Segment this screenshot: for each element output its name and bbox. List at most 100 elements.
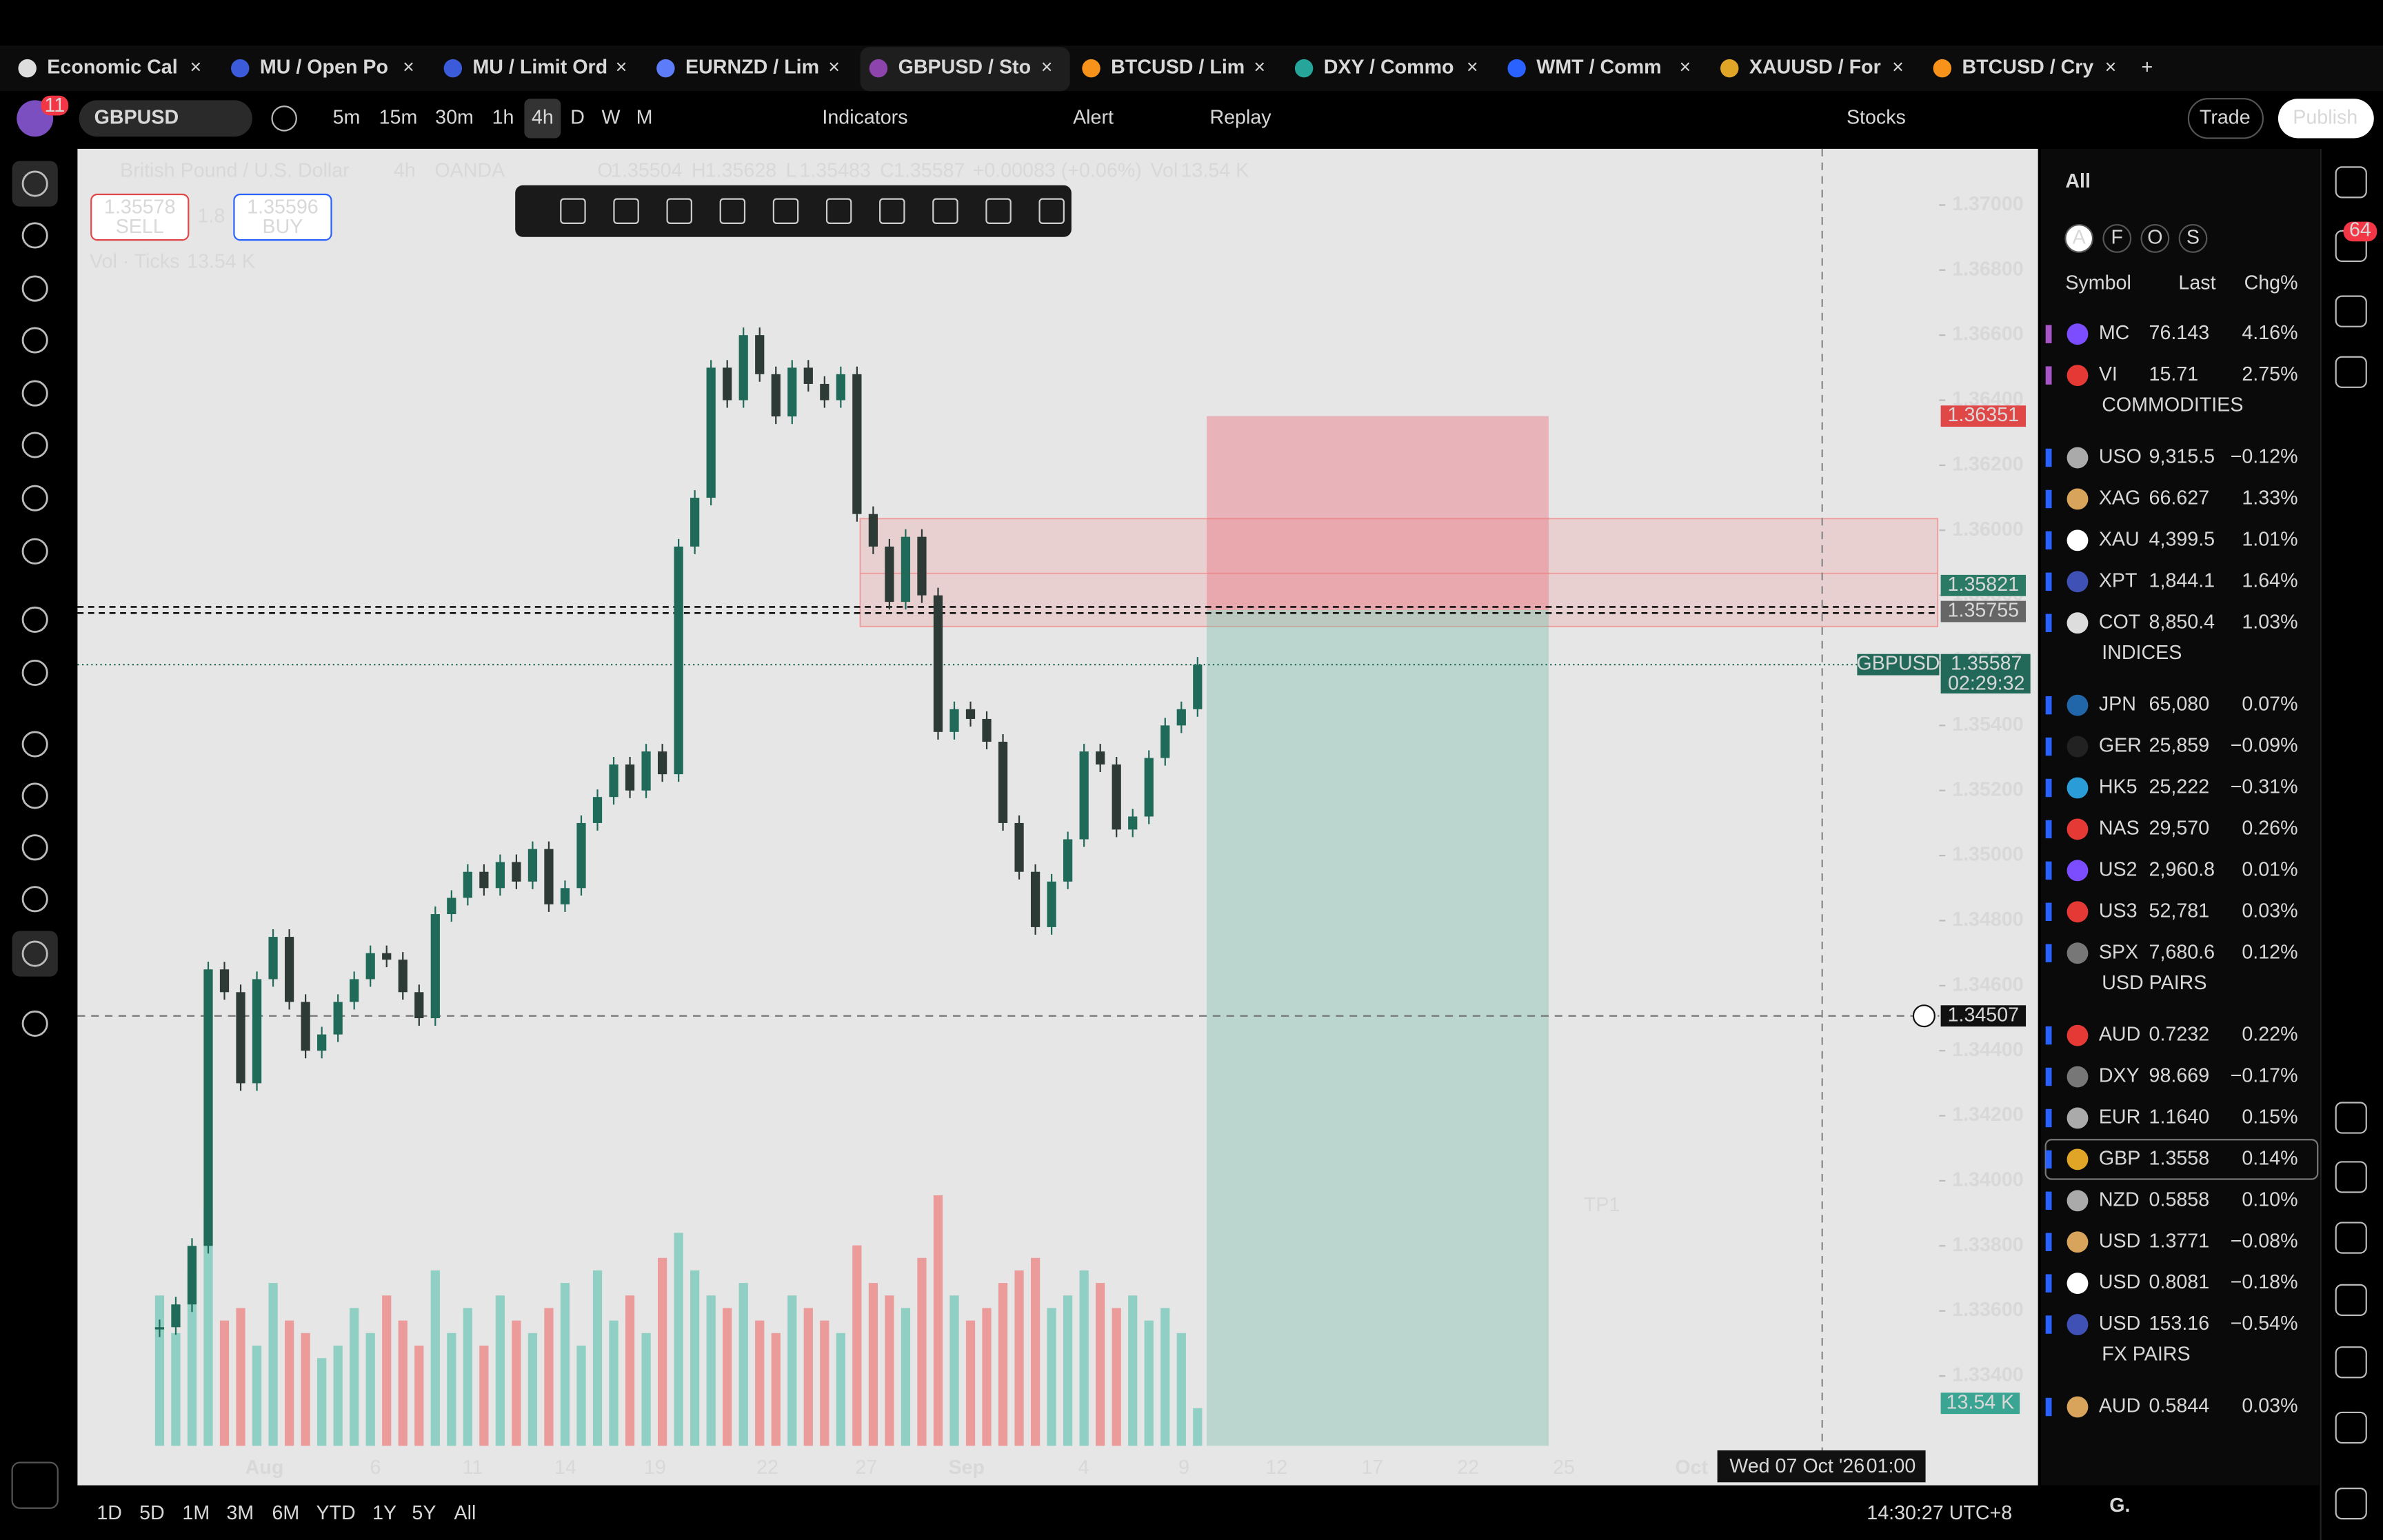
- row-change[interactable]: 0.15%: [2242, 1106, 2297, 1128]
- row-symbol[interactable]: GER: [2099, 735, 2142, 757]
- chip-label[interactable]: F: [2111, 226, 2124, 248]
- watchlist-filter[interactable]: All: [2065, 170, 2091, 192]
- chip[interactable]: [2140, 223, 2170, 253]
- row-change[interactable]: 1.01%: [2242, 528, 2297, 550]
- row-symbol[interactable]: USO: [2099, 446, 2142, 468]
- row-change[interactable]: −0.17%: [2231, 1065, 2298, 1087]
- symbol-box[interactable]: [79, 100, 252, 137]
- row-change[interactable]: 0.12%: [2242, 941, 2297, 963]
- tool-icon[interactable]: [21, 606, 48, 633]
- tab-label[interactable]: MU / Open Po: [260, 57, 388, 79]
- row-symbol[interactable]: DXY: [2099, 1065, 2140, 1087]
- row-last[interactable]: 1.1640: [2149, 1106, 2210, 1128]
- row-change[interactable]: 0.03%: [2242, 1395, 2297, 1417]
- row-change[interactable]: −0.54%: [2231, 1313, 2298, 1335]
- interval[interactable]: 30m: [435, 106, 474, 128]
- row-last[interactable]: 25,222: [2149, 776, 2210, 798]
- row-last[interactable]: 52,781: [2149, 900, 2210, 922]
- range-button[interactable]: 1Y: [372, 1502, 396, 1524]
- drawing-tool[interactable]: [1038, 198, 1065, 224]
- row-symbol[interactable]: USD: [2099, 1230, 2140, 1252]
- drawing-tool[interactable]: [985, 198, 1012, 224]
- tool-icon[interactable]: [21, 1010, 48, 1037]
- trade-pill[interactable]: [2187, 98, 2264, 139]
- watchlist-footer[interactable]: G.: [2109, 1495, 2130, 1517]
- row-change[interactable]: −0.31%: [2231, 776, 2298, 798]
- tab-label[interactable]: Economic Cal: [47, 57, 177, 79]
- chip-label[interactable]: O: [2147, 226, 2162, 248]
- row-last[interactable]: 1,844.1: [2149, 569, 2215, 591]
- chip[interactable]: [2102, 223, 2132, 253]
- tool-icon[interactable]: [21, 940, 48, 967]
- row-last[interactable]: 76.143: [2149, 322, 2210, 344]
- range-button[interactable]: YTD: [316, 1502, 355, 1524]
- range-button[interactable]: 5D: [139, 1502, 165, 1524]
- row-last[interactable]: 0.7232: [2149, 1024, 2210, 1046]
- row-change[interactable]: −0.09%: [2231, 735, 2298, 757]
- tool-icon[interactable]: [21, 327, 48, 354]
- row-last[interactable]: 66.627: [2149, 487, 2210, 509]
- row-change[interactable]: 1.64%: [2242, 569, 2297, 591]
- drawing-tool[interactable]: [719, 198, 746, 224]
- row-change[interactable]: −0.18%: [2231, 1271, 2298, 1293]
- publish-pill[interactable]: [2278, 99, 2374, 139]
- tab-label[interactable]: MU / Limit Ord: [472, 57, 607, 79]
- range-button[interactable]: 5Y: [412, 1502, 436, 1524]
- tool-icon[interactable]: [21, 432, 48, 458]
- symbol[interactable]: GBPUSD: [94, 106, 179, 128]
- row-change[interactable]: 4.16%: [2242, 322, 2297, 344]
- row-symbol[interactable]: COT: [2099, 611, 2140, 633]
- row-last[interactable]: 0.8081: [2149, 1271, 2210, 1293]
- interval[interactable]: 15m: [379, 106, 418, 128]
- interval[interactable]: 1h: [492, 106, 514, 128]
- row-symbol[interactable]: AUD: [2099, 1395, 2140, 1417]
- row-change[interactable]: 0.22%: [2242, 1024, 2297, 1046]
- drawing-tool[interactable]: [772, 198, 799, 224]
- chip[interactable]: [2178, 223, 2208, 253]
- row-symbol[interactable]: HK5: [2099, 776, 2138, 798]
- row-symbol[interactable]: EUR: [2099, 1106, 2140, 1128]
- tool-icon[interactable]: [21, 222, 48, 249]
- drawing-tool[interactable]: [613, 198, 639, 224]
- interval[interactable]: D: [570, 106, 585, 128]
- interval[interactable]: W: [602, 106, 621, 128]
- sidebar-icon[interactable]: [2335, 1102, 2367, 1134]
- tool-icon[interactable]: [21, 886, 48, 913]
- row-last[interactable]: 98.669: [2149, 1065, 2210, 1087]
- row-symbol[interactable]: MC: [2099, 322, 2130, 344]
- row-last[interactable]: 7,680.6: [2149, 941, 2215, 963]
- range-button[interactable]: All: [454, 1502, 476, 1524]
- tab-label[interactable]: BTCUSD / Lim: [1111, 57, 1245, 79]
- row-symbol[interactable]: JPN: [2099, 693, 2136, 716]
- sell-label[interactable]: SELL: [116, 216, 164, 238]
- drawing-tool[interactable]: [666, 198, 692, 224]
- interval[interactable]: 5m: [333, 106, 361, 128]
- sidebar-icon[interactable]: [2335, 295, 2367, 327]
- row-symbol[interactable]: USD: [2099, 1313, 2140, 1335]
- row-last[interactable]: 1.3558: [2149, 1147, 2210, 1169]
- range-button[interactable]: 1M: [182, 1502, 210, 1524]
- tool-icon[interactable]: [21, 834, 48, 861]
- tool-icon[interactable]: [21, 275, 48, 302]
- row-symbol[interactable]: US2: [2099, 858, 2138, 880]
- row-symbol[interactable]: NZD: [2099, 1188, 2140, 1210]
- sidebar-icon[interactable]: [2335, 356, 2367, 388]
- sidebar-icon[interactable]: [2335, 1284, 2367, 1317]
- row-change[interactable]: 0.01%: [2242, 858, 2297, 880]
- row-symbol[interactable]: VI: [2099, 363, 2118, 385]
- sidebar-icon[interactable]: [2335, 1411, 2367, 1444]
- row-last[interactable]: 9,315.5: [2149, 446, 2215, 468]
- row-change[interactable]: 2.75%: [2242, 363, 2297, 385]
- tab-label[interactable]: BTCUSD / Cry: [1962, 57, 2093, 79]
- drawing-tool[interactable]: [560, 198, 586, 224]
- tool-icon[interactable]: [21, 538, 48, 565]
- range-button[interactable]: 6M: [272, 1502, 299, 1524]
- buy-label[interactable]: BUY: [263, 216, 303, 238]
- drawing-tool[interactable]: [879, 198, 905, 224]
- sell-price[interactable]: 1.35578: [104, 196, 176, 218]
- row-last[interactable]: 0.5858: [2149, 1188, 2210, 1210]
- row-last[interactable]: 25,859: [2149, 735, 2210, 757]
- drawing-tool[interactable]: [932, 198, 958, 224]
- tab-label[interactable]: DXY / Commo: [1324, 57, 1454, 79]
- tool-icon[interactable]: [21, 782, 48, 809]
